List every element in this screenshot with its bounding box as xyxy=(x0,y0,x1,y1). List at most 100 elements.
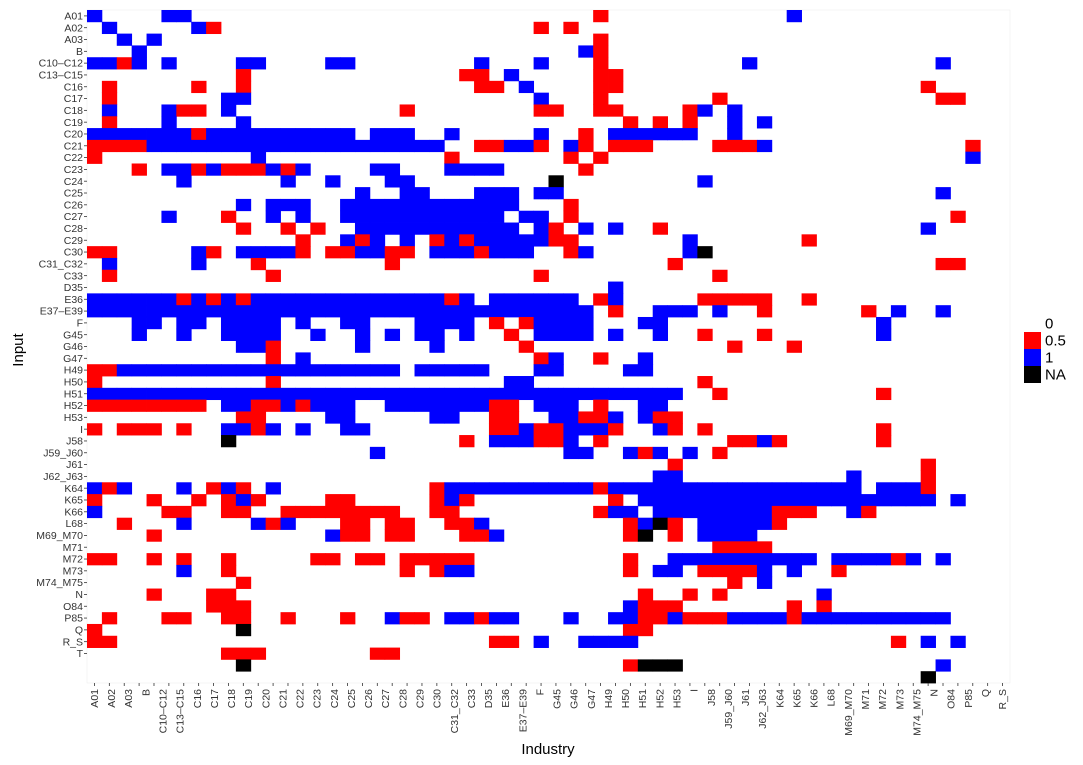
heatmap-cell xyxy=(384,198,401,212)
heatmap-cell xyxy=(101,257,118,271)
heatmap-cell xyxy=(816,588,832,601)
heatmap-cell xyxy=(101,116,118,129)
heatmap-cell xyxy=(756,293,773,306)
heatmap-cell xyxy=(831,482,847,495)
heatmap-cell xyxy=(444,305,460,318)
heatmap-cell xyxy=(890,494,907,507)
heatmap-cell xyxy=(220,600,237,613)
heatmap-cell xyxy=(220,494,237,507)
heatmap-cell xyxy=(265,399,281,412)
heatmap-cell xyxy=(250,328,267,341)
heatmap-cell xyxy=(414,139,430,153)
heatmap-cell xyxy=(667,387,683,401)
heatmap-cell xyxy=(578,635,594,648)
heatmap-cell xyxy=(771,517,788,530)
heatmap-cell xyxy=(444,505,460,519)
heatmap-cell xyxy=(459,316,475,330)
heatmap-cell xyxy=(176,482,192,495)
heatmap-cell xyxy=(414,305,430,318)
heatmap-cell xyxy=(459,482,475,495)
heatmap-cell xyxy=(771,553,788,566)
heatmap-cell xyxy=(161,163,177,176)
heatmap-cell xyxy=(533,92,549,105)
heatmap-cell xyxy=(87,246,103,259)
y-tick-label: C19 xyxy=(64,117,83,129)
heatmap-cell xyxy=(87,364,103,377)
heatmap-cell xyxy=(652,328,668,341)
heatmap-cell xyxy=(682,116,698,129)
y-tick-label: P85 xyxy=(64,613,83,625)
heatmap-cell xyxy=(101,364,118,377)
heatmap-cell xyxy=(235,576,252,589)
heatmap-cell xyxy=(340,316,356,330)
y-tick-label: C23 xyxy=(64,164,83,176)
heatmap-cell xyxy=(727,564,743,578)
x-tick-label: P85 xyxy=(963,689,975,708)
heatmap-cell xyxy=(429,364,445,377)
heatmap-cell xyxy=(176,423,192,436)
heatmap-cell xyxy=(593,151,609,164)
heatmap-cell xyxy=(756,564,773,578)
y-tick-label: G45 xyxy=(63,329,83,341)
heatmap-cell xyxy=(340,423,356,436)
heatmap-cell xyxy=(340,128,356,141)
heatmap-cell xyxy=(533,222,549,235)
heatmap-cell xyxy=(384,257,401,271)
y-tick-label: M71 xyxy=(63,542,84,554)
heatmap-cell xyxy=(474,364,490,377)
heatmap-cell xyxy=(920,470,936,483)
heatmap-cell xyxy=(280,246,296,259)
heatmap-cell xyxy=(488,411,505,424)
heatmap-cell xyxy=(295,163,311,176)
heatmap-cell xyxy=(414,210,430,223)
y-tick-label: C27 xyxy=(64,211,83,223)
y-tick-label: M73 xyxy=(63,565,84,577)
heatmap-cell xyxy=(533,57,549,70)
y-tick-label: G47 xyxy=(63,353,83,365)
heatmap-cell xyxy=(235,482,252,495)
y-tick-label: C24 xyxy=(64,176,83,188)
heatmap-cell xyxy=(131,364,147,377)
heatmap-cell xyxy=(161,210,177,223)
heatmap-cell xyxy=(101,293,118,306)
heatmap-cell xyxy=(101,80,118,94)
heatmap-cell xyxy=(235,92,252,105)
heatmap-cell xyxy=(220,435,237,448)
heatmap-cell xyxy=(697,553,713,566)
heatmap-cell xyxy=(459,163,475,176)
heatmap-cell xyxy=(414,222,430,235)
heatmap-cell xyxy=(474,163,490,176)
heatmap-cell xyxy=(191,104,207,117)
heatmap-cell xyxy=(533,104,549,117)
heatmap-cell xyxy=(488,387,505,401)
legend-swatch xyxy=(1024,366,1041,383)
heatmap-cell xyxy=(280,612,296,625)
heatmap-cell xyxy=(87,399,103,412)
heatmap-cell xyxy=(622,659,639,672)
heatmap-cell xyxy=(220,364,237,377)
heatmap-cell xyxy=(444,246,460,259)
heatmap-cell xyxy=(295,139,311,153)
y-tick-label: K64 xyxy=(64,483,83,495)
heatmap-cell xyxy=(235,198,252,212)
heatmap-cell xyxy=(220,128,237,141)
heatmap-cell xyxy=(846,553,862,566)
heatmap-cell xyxy=(459,305,475,318)
heatmap-cell xyxy=(116,364,133,377)
heatmap-cell xyxy=(399,517,415,530)
heatmap-cell xyxy=(503,387,520,401)
heatmap-cell xyxy=(578,139,594,153)
heatmap-cell xyxy=(280,399,296,412)
heatmap-cell xyxy=(667,128,683,141)
y-tick-label: I xyxy=(80,424,83,436)
x-tick-label: C10–C12 xyxy=(157,689,169,734)
heatmap-cell xyxy=(727,505,743,519)
heatmap-cell xyxy=(384,128,401,141)
heatmap-cell xyxy=(220,104,237,117)
heatmap-cell xyxy=(608,505,624,519)
heatmap-cell xyxy=(429,305,445,318)
heatmap-cell xyxy=(533,423,549,436)
heatmap-cell xyxy=(325,505,341,519)
heatmap-cell xyxy=(712,269,728,282)
heatmap-cell xyxy=(295,364,311,377)
